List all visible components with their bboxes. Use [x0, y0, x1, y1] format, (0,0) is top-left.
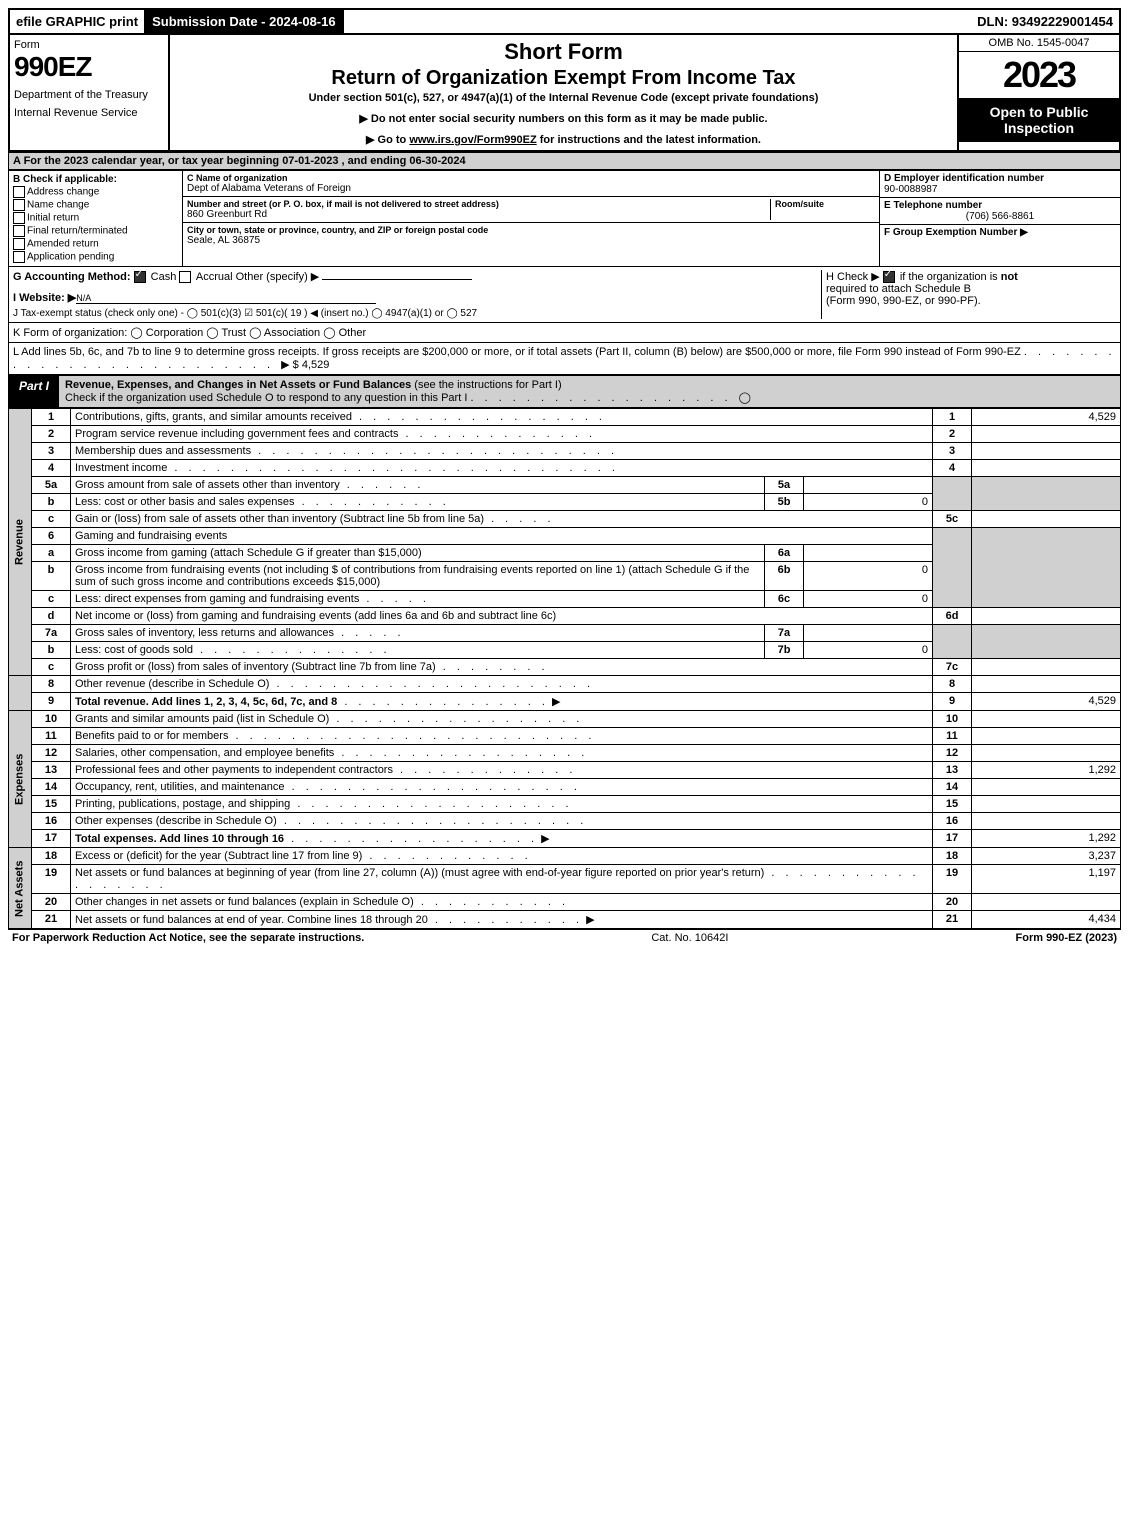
- ein-row: D Employer identification number 90-0088…: [880, 171, 1120, 198]
- header-right: OMB No. 1545-0047 2023 Open to Public In…: [957, 35, 1119, 150]
- short-form-title: Short Form: [174, 39, 953, 65]
- street-value: 860 Greenburt Rd: [187, 209, 770, 220]
- dept-treasury: Department of the Treasury: [14, 89, 164, 101]
- open-public: Open to Public Inspection: [959, 98, 1119, 142]
- top-bar: efile GRAPHIC print Submission Date - 20…: [8, 8, 1121, 35]
- note-ssn: ▶ Do not enter social security numbers o…: [174, 112, 953, 125]
- part1-label: Part I: [9, 376, 59, 407]
- opt-name: Name change: [13, 199, 178, 211]
- footer-left: For Paperwork Reduction Act Notice, see …: [12, 932, 364, 944]
- opt-address: Address change: [13, 186, 178, 198]
- part1-table: Revenue 1 Contributions, gifts, grants, …: [8, 408, 1121, 929]
- city-value: Seale, AL 36875: [187, 235, 875, 246]
- return-title: Return of Organization Exempt From Incom…: [174, 67, 953, 90]
- header-left: Form 990EZ Department of the Treasury In…: [10, 35, 170, 150]
- ein-label: D Employer identification number: [884, 173, 1116, 184]
- col-b: B Check if applicable: Address change Na…: [9, 171, 183, 266]
- part1-checkbox: ◯: [739, 392, 751, 404]
- opt-pending: Application pending: [13, 251, 178, 263]
- net-assets-side: Net Assets: [9, 848, 32, 929]
- group-exempt-label: F Group Exemption Number ▶: [884, 227, 1116, 238]
- section-a: A For the 2023 calendar year, or tax yea…: [8, 152, 1121, 170]
- submission-date: Submission Date - 2024-08-16: [144, 10, 344, 33]
- col-c: C Name of organization Dept of Alabama V…: [183, 171, 879, 266]
- group-exempt-row: F Group Exemption Number ▶: [880, 225, 1120, 240]
- line19-value: 1,197: [972, 865, 1121, 894]
- info-grid: B Check if applicable: Address change Na…: [8, 170, 1121, 267]
- col-def: D Employer identification number 90-0088…: [879, 171, 1120, 266]
- efile-label: efile GRAPHIC print: [10, 12, 144, 31]
- phone-label: E Telephone number: [884, 200, 1116, 211]
- row-g-h: G Accounting Method: Cash Accrual Other …: [9, 267, 1120, 322]
- dln: DLN: 93492229001454: [971, 12, 1119, 31]
- row-k: K Form of organization: ◯ Corporation ◯ …: [8, 323, 1121, 343]
- row-l-value: ▶ $ 4,529: [281, 359, 329, 371]
- g-label: G Accounting Method:: [13, 271, 131, 283]
- omb-number: OMB No. 1545-0047: [959, 35, 1119, 52]
- note2-suffix: for instructions and the latest informat…: [537, 134, 761, 146]
- expenses-side: Expenses: [9, 711, 32, 848]
- misc-rows: G Accounting Method: Cash Accrual Other …: [8, 267, 1121, 323]
- room-label: Room/suite: [775, 199, 875, 209]
- line17-value: 1,292: [972, 830, 1121, 848]
- form-prefix: Form: [14, 39, 164, 51]
- org-name-row: C Name of organization Dept of Alabama V…: [183, 171, 879, 197]
- footer-center: Cat. No. 10642I: [364, 932, 1015, 944]
- note-link: ▶ Go to www.irs.gov/Form990EZ for instru…: [174, 133, 953, 146]
- line13-value: 1,292: [972, 762, 1121, 779]
- name-label: C Name of organization: [187, 173, 875, 183]
- i-label: I Website: ▶: [13, 292, 76, 304]
- row-h: H Check ▶ if the organization is not req…: [821, 270, 1116, 319]
- row-g: G Accounting Method: Cash Accrual Other …: [13, 270, 821, 319]
- street-label: Number and street (or P. O. box, if mail…: [187, 199, 770, 209]
- accrual-checkbox: [179, 271, 191, 283]
- revenue-side: Revenue: [9, 409, 32, 676]
- opt-final: Final return/terminated: [13, 225, 178, 237]
- row-j: J Tax-exempt status (check only one) - ◯…: [13, 308, 821, 319]
- col-b-label: B Check if applicable:: [13, 174, 178, 185]
- tax-year: 2023: [959, 52, 1119, 98]
- line18-value: 3,237: [972, 848, 1121, 865]
- opt-initial: Initial return: [13, 212, 178, 224]
- dept-irs: Internal Revenue Service: [14, 107, 164, 119]
- footer: For Paperwork Reduction Act Notice, see …: [8, 929, 1121, 946]
- ein-value: 90-0088987: [884, 184, 1116, 195]
- opt-amended: Amended return: [13, 238, 178, 250]
- subtitle: Under section 501(c), 527, or 4947(a)(1)…: [174, 92, 953, 104]
- irs-link[interactable]: www.irs.gov/Form990EZ: [409, 134, 536, 146]
- line1-value: 4,529: [972, 409, 1121, 426]
- org-name: Dept of Alabama Veterans of Foreign: [187, 183, 875, 194]
- phone-row: E Telephone number (706) 566-8861: [880, 198, 1120, 225]
- part1-header: Part I Revenue, Expenses, and Changes in…: [8, 375, 1121, 408]
- phone-value: (706) 566-8861: [884, 211, 1116, 222]
- line9-value: 4,529: [972, 693, 1121, 711]
- form-number: 990EZ: [14, 51, 164, 83]
- line21-value: 4,434: [972, 911, 1121, 929]
- note2-prefix: ▶ Go to: [366, 134, 409, 146]
- website-value: N/A: [76, 293, 376, 304]
- footer-right: Form 990-EZ (2023): [1016, 932, 1118, 944]
- row-l: L Add lines 5b, 6c, and 7b to line 9 to …: [8, 343, 1121, 375]
- form-header: Form 990EZ Department of the Treasury In…: [8, 35, 1121, 152]
- h-checkbox: [883, 271, 895, 283]
- street-row: Number and street (or P. O. box, if mail…: [183, 197, 879, 223]
- part1-title: Revenue, Expenses, and Changes in Net As…: [59, 376, 1120, 407]
- city-label: City or town, state or province, country…: [187, 225, 875, 235]
- cash-checkbox: [134, 271, 146, 283]
- header-center: Short Form Return of Organization Exempt…: [170, 35, 957, 150]
- city-row: City or town, state or province, country…: [183, 223, 879, 248]
